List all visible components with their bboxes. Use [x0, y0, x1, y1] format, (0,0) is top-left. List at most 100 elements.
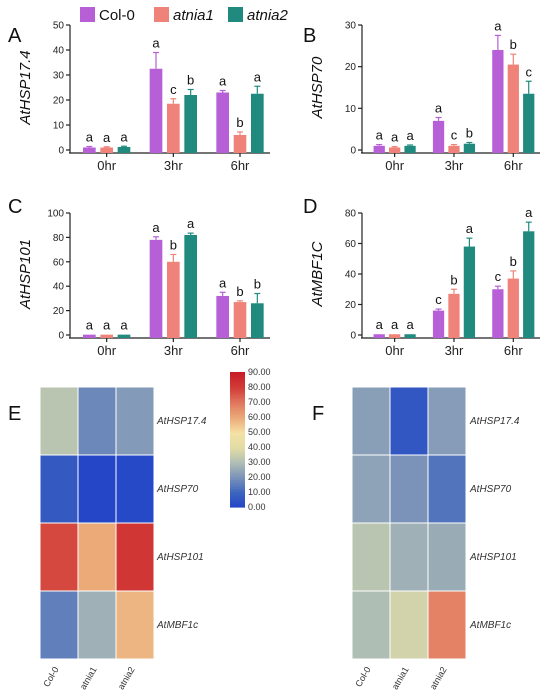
colorbar-segment [230, 405, 245, 409]
bar [404, 145, 416, 153]
colorbar-segment [230, 437, 245, 441]
significance-letter: c [525, 64, 532, 79]
significance-letter: b [450, 272, 457, 287]
bar [149, 239, 163, 338]
x-tick-label: 3hr [164, 158, 183, 173]
significance-letter: a [86, 130, 94, 145]
heatmap-row-label: AtMBF1c [469, 620, 511, 631]
y-tick-label: 80 [345, 209, 357, 220]
bar [167, 103, 180, 153]
colorbar-tick-label: 10.00 [248, 487, 271, 497]
panel-label-a: A [8, 25, 22, 47]
y-tick-label: 0 [350, 146, 356, 157]
panel-label-c: C [8, 196, 22, 218]
significance-letter: a [219, 74, 227, 89]
heatmap-cell [77, 454, 117, 524]
significance-letter: b [170, 237, 177, 252]
x-tick-label: 0hr [97, 343, 116, 358]
colorbar-segment [230, 475, 245, 479]
significance-letter: b [510, 254, 517, 269]
bar [507, 64, 519, 153]
colorbar-segment [230, 446, 245, 450]
bar [432, 310, 445, 338]
colorbar-segment [230, 394, 245, 398]
significance-letter: a [391, 130, 399, 145]
y-tick-label: 0 [350, 331, 356, 342]
y-tick-label: 50 [53, 21, 65, 32]
y-tick-label: 20 [345, 62, 357, 73]
bar [463, 246, 476, 338]
y-tick-label: 40 [345, 270, 357, 281]
heatmap-column-label: Col-0 [41, 665, 60, 689]
colorbar-segment [230, 482, 245, 486]
bar [507, 278, 519, 338]
y-tick-label: 100 [47, 209, 64, 220]
panel-label-b: B [303, 25, 316, 47]
colorbar-tick-label: 80.00 [248, 382, 271, 392]
y-tick-label: 10 [345, 104, 357, 115]
y-tick-label: 0 [58, 331, 64, 342]
heatmap-cell [39, 454, 79, 524]
heatmap-f: AtHSP17.4 AtHSP70 AtHSP101 AtMBF1c Col-0 atni… [351, 386, 520, 690]
colorbar-segment [230, 466, 245, 470]
colorbar-tick-label: 30.00 [248, 457, 271, 467]
colorbar-segment [230, 462, 245, 465]
colorbar-segment [230, 412, 245, 416]
bar [233, 135, 247, 153]
colorbar-segment [230, 403, 245, 407]
colorbar-tick-label: 40.00 [248, 442, 271, 452]
significance-letter: a [103, 318, 111, 333]
colorbar-tick-label: 60.00 [248, 412, 271, 422]
heatmap-cell [389, 454, 429, 524]
significance-letter: b [466, 126, 473, 141]
x-tick-label: 6hr [504, 158, 523, 173]
significance-letter: a [187, 216, 195, 231]
significance-letter: b [254, 277, 261, 292]
y-axis-label: AtHSP101 [17, 239, 34, 310]
y-tick-label: 40 [53, 46, 65, 57]
bar [373, 334, 385, 338]
heatmap-cell [389, 590, 429, 660]
legend-swatch-atnia2 [228, 7, 243, 22]
bar [523, 93, 535, 153]
colorbar-tick-label: 50.00 [248, 427, 271, 437]
heatmap-column-label: atnia1 [390, 665, 411, 690]
significance-letter: a [435, 101, 443, 116]
bar [233, 302, 247, 338]
colorbar-segment [230, 378, 245, 382]
colorbar-segment [230, 430, 245, 434]
bar [251, 93, 264, 153]
significance-letter: b [187, 73, 194, 88]
colorbar-segment [230, 372, 245, 375]
heatmap-cell [115, 522, 155, 592]
colorbar-segment [230, 426, 245, 429]
y-tick-label: 20 [345, 300, 357, 311]
colorbar-tick-label: 20.00 [248, 472, 271, 482]
legend-swatch-atnia1 [154, 7, 169, 22]
colorbar-segment [230, 428, 245, 432]
bar [83, 334, 96, 338]
heatmap-cell [39, 590, 79, 660]
heatmap-colorbar: 90.00 80.00 70.00 60.00 50.00 40.00 30.00 20.00… [230, 367, 271, 512]
bar [448, 145, 460, 153]
x-tick-label: 0hr [385, 343, 404, 358]
heatmap-cell [351, 590, 391, 660]
bar [448, 293, 460, 338]
heatmap-cell [389, 386, 429, 456]
heatmap-cell [351, 454, 391, 524]
x-tick-label: 3hr [164, 343, 183, 358]
y-tick-label: 10 [53, 121, 65, 132]
y-tick-label: 20 [53, 306, 65, 317]
colorbar-segment [230, 383, 245, 387]
significance-letter: a [376, 128, 384, 143]
significance-letter: a [152, 36, 160, 51]
y-axis-label: AtMBF1C [309, 241, 326, 307]
bar [184, 234, 197, 338]
bar [149, 68, 163, 153]
bar [167, 261, 180, 338]
colorbar-segment [230, 444, 245, 447]
colorbar-tick-label: 70.00 [248, 397, 271, 407]
colorbar-segment [230, 390, 245, 393]
